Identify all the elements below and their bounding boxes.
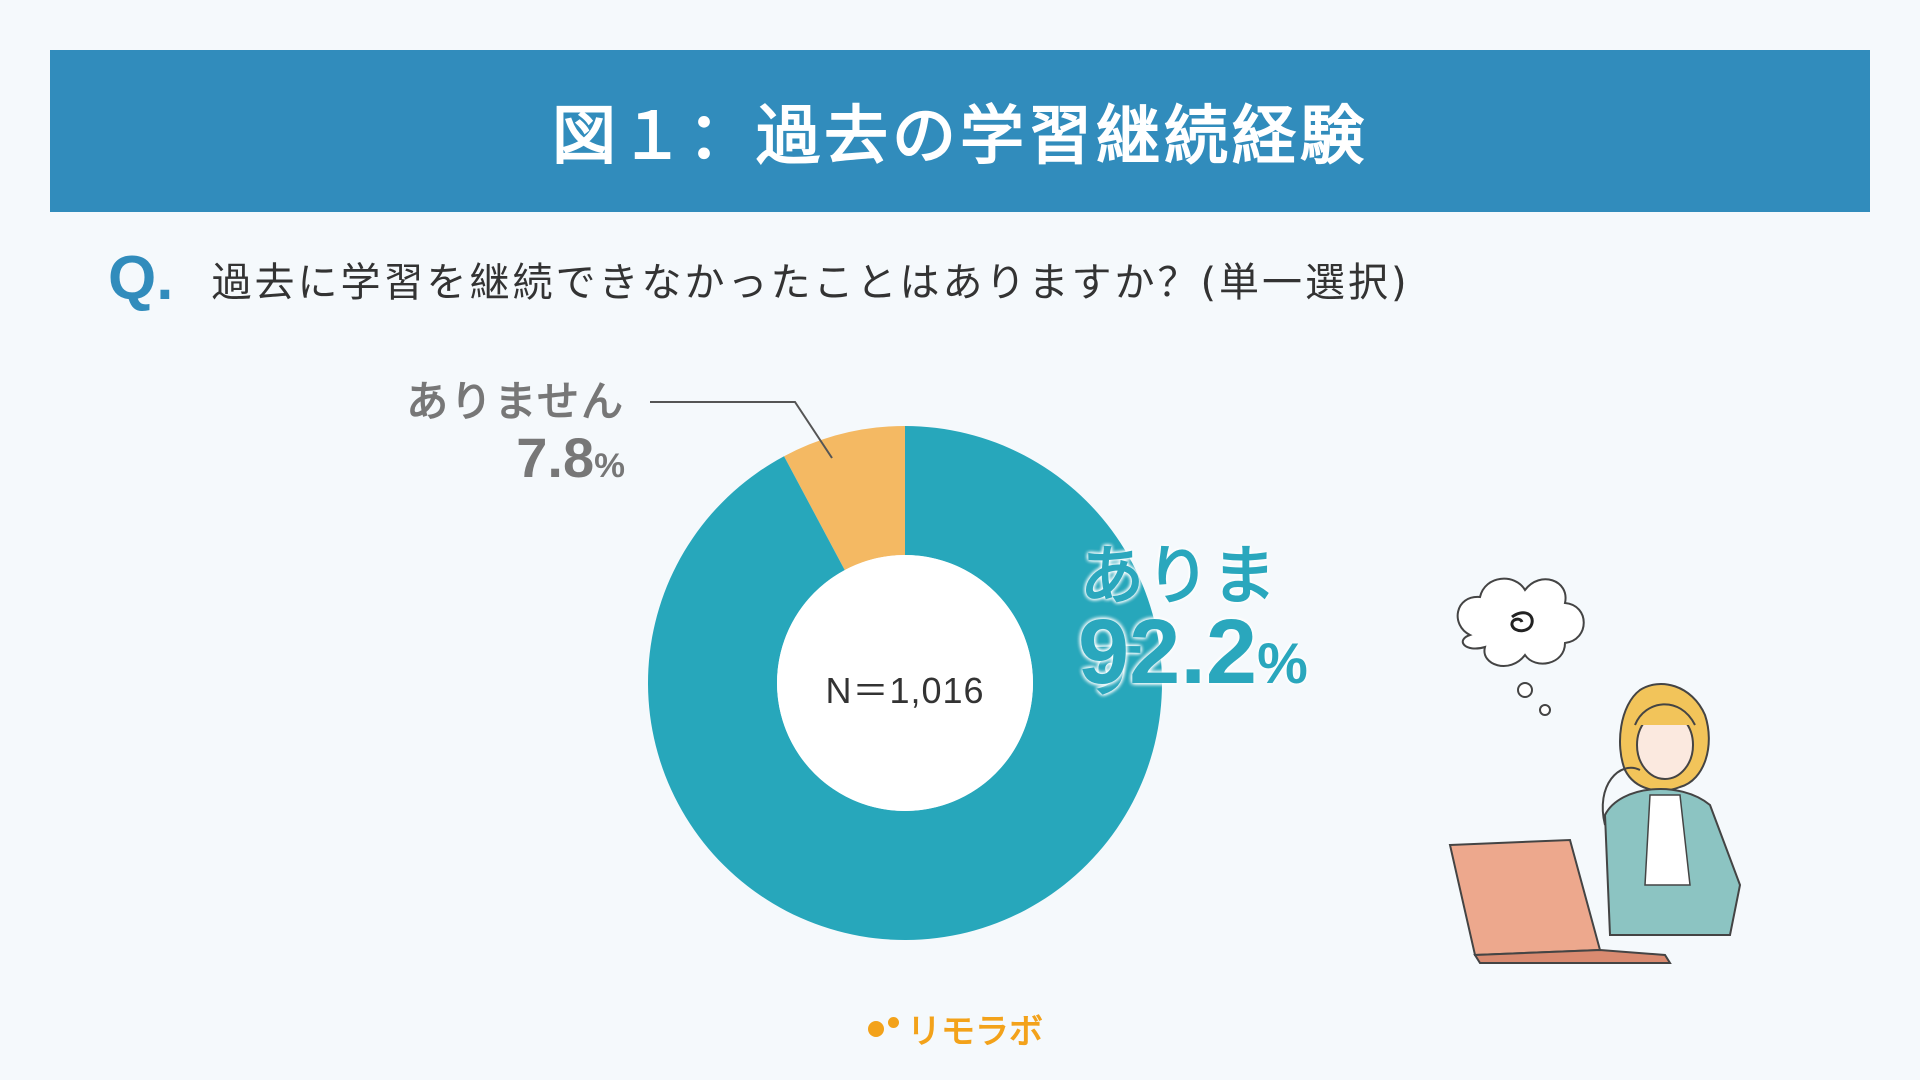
logo-dot-small-icon (888, 1017, 899, 1028)
brand-logo: リモラボ (868, 1004, 1043, 1053)
logo-dot-icon (868, 1020, 884, 1037)
woman-at-laptop-illustration (1448, 577, 1742, 964)
question-text: 過去に学習を継続できなかったことはありますか？(単一選択) (211, 260, 1410, 306)
chart-title: 図１：過去の学習継続経験 (552, 100, 1368, 174)
slice-label-yes: あります (1080, 540, 1278, 706)
donut-slice-1 (648, 426, 1163, 940)
slice-value-yes: 92.2% (1078, 600, 1378, 705)
title-banner: 図１：過去の学習継続経験 (50, 50, 1870, 212)
thought-cloud-icon (1456, 577, 1585, 716)
woman-figure (1601, 682, 1742, 936)
sample-size-label: N＝1,016 (825, 670, 985, 711)
laptop-icon (1448, 838, 1672, 964)
slice-value-no-number: 7.8 (516, 426, 595, 489)
donut-slice-0 (784, 426, 905, 571)
question-mark-icon: Q. (108, 244, 174, 313)
slice-value-no: 7.8% (360, 425, 625, 490)
leader-line (650, 401, 833, 459)
brand-name: リモラボ (907, 1012, 1043, 1052)
donut-hole (777, 555, 1033, 811)
slice-value-yes-unit: % (1257, 632, 1308, 696)
question-row: Q. 過去に学習を継続できなかったことはありますか？(単一選択) (108, 248, 1410, 310)
slice-value-no-unit: % (594, 447, 625, 485)
slice-value-yes-number: 92.2 (1078, 601, 1258, 703)
slice-label-no: ありません (406, 377, 625, 426)
